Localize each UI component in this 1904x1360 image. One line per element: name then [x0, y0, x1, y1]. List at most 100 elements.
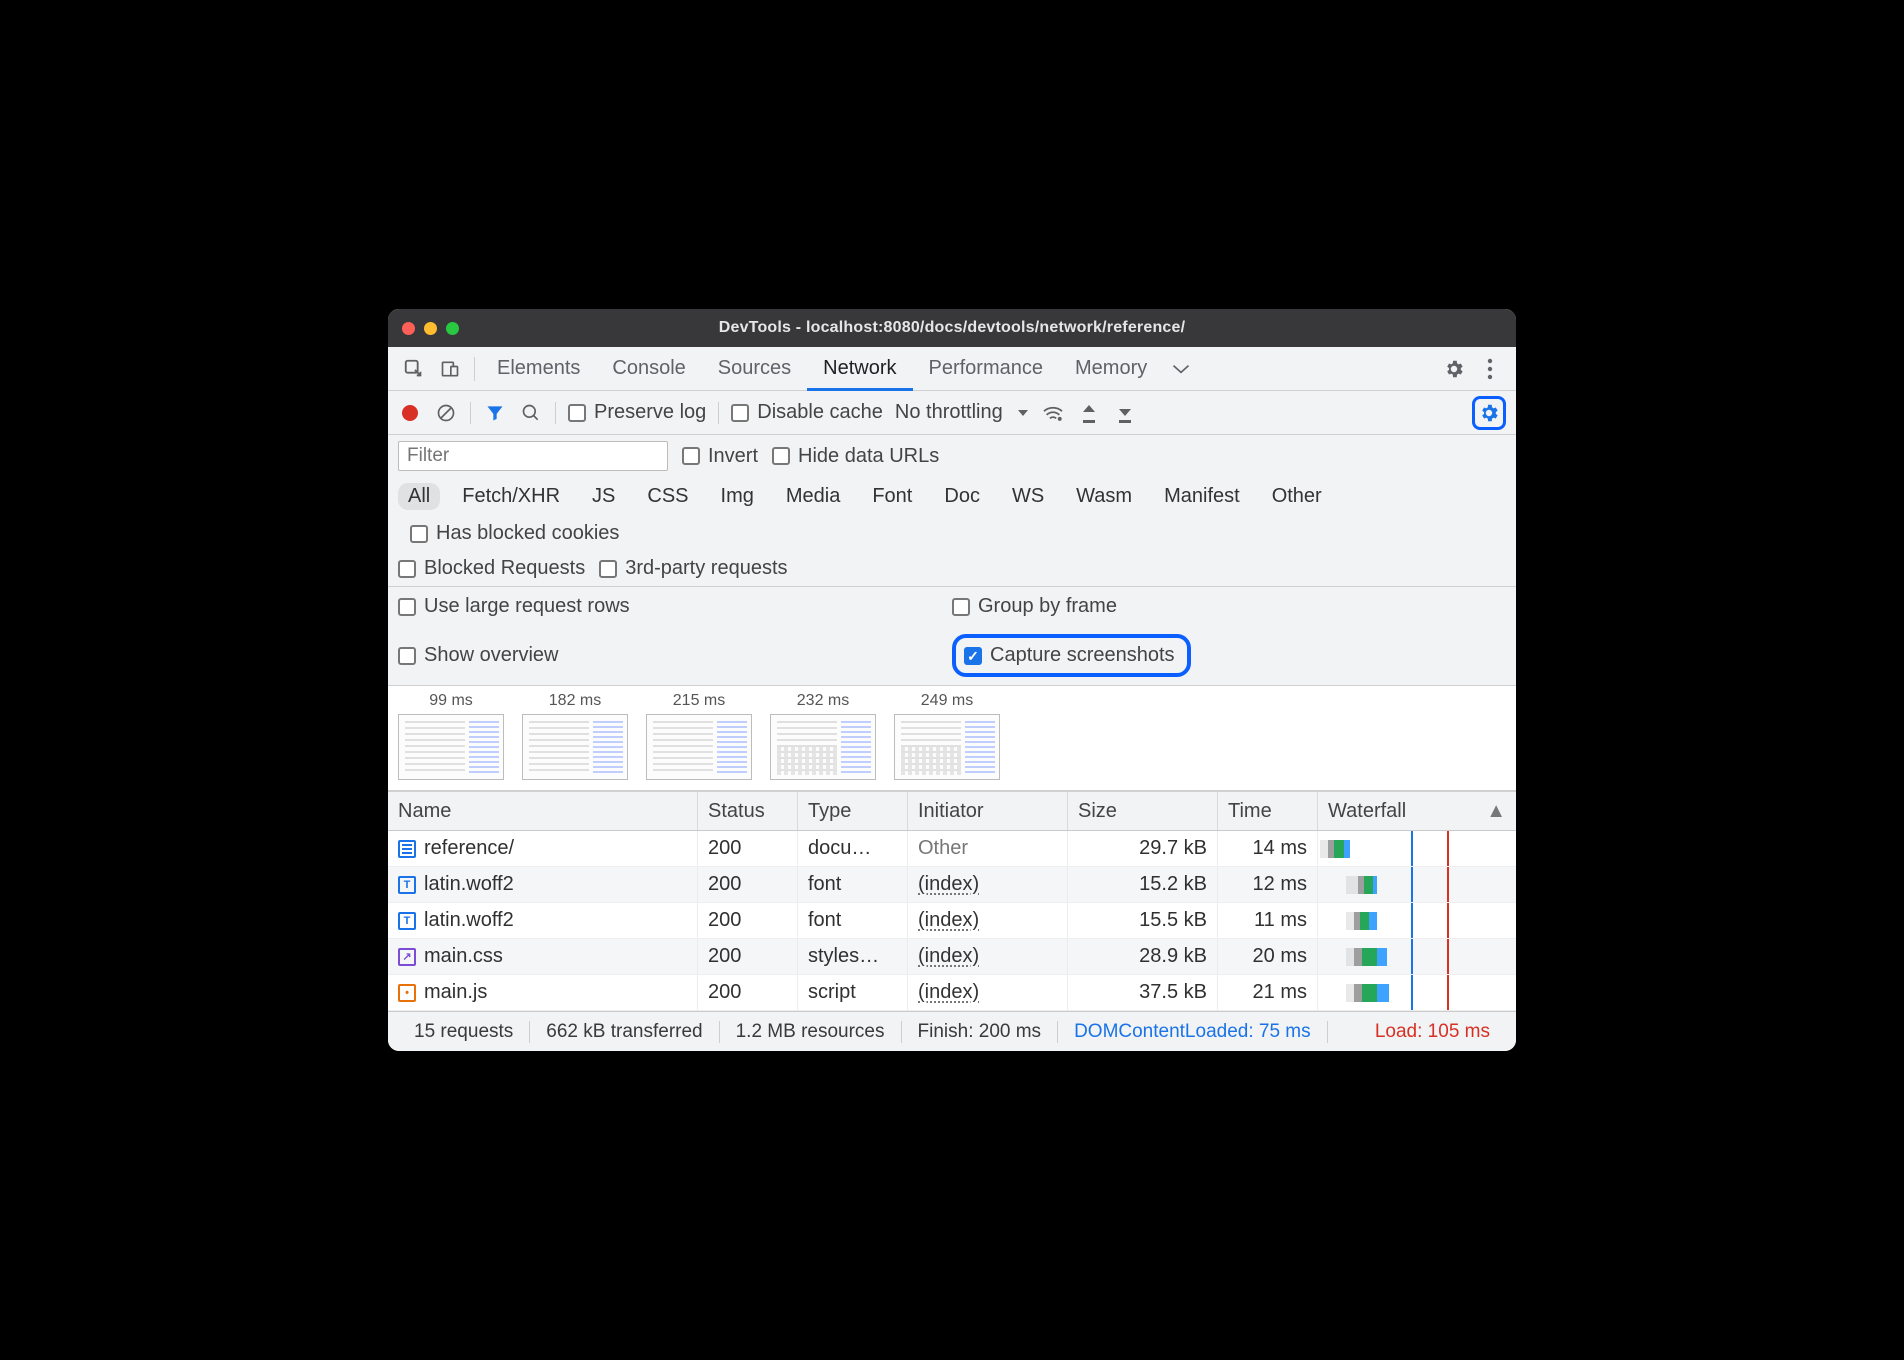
filmstrip-frame[interactable]: 249 ms [894, 692, 1000, 780]
filter-type-all[interactable]: All [398, 483, 440, 510]
col-time[interactable]: Time [1218, 792, 1318, 830]
table-row[interactable]: Tlatin.woff2200font(index)15.5 kB11 ms [388, 903, 1516, 939]
filmstrip-thumbnail [894, 714, 1000, 780]
table-row[interactable]: reference/200docu…Other29.7 kB14 ms [388, 831, 1516, 867]
filmstrip-frame[interactable]: 232 ms [770, 692, 876, 780]
cell-time: 20 ms [1218, 939, 1318, 974]
cell-waterfall [1318, 975, 1516, 1010]
cell-waterfall [1318, 867, 1516, 902]
sort-indicator-icon: ▲ [1486, 800, 1506, 823]
initiator-link[interactable]: (index) [918, 909, 979, 932]
status-finish: Finish: 200 ms [902, 1021, 1059, 1043]
network-conditions-icon[interactable] [1041, 401, 1065, 425]
col-initiator[interactable]: Initiator [908, 792, 1068, 830]
table-row[interactable]: ↗main.css200styles…(index)28.9 kB20 ms [388, 939, 1516, 975]
capture-screenshots-checkbox[interactable]: Capture screenshots [964, 644, 1175, 667]
filter-type-font[interactable]: Font [862, 483, 922, 510]
blocked-requests-checkbox[interactable]: Blocked Requests [398, 557, 585, 580]
filter-type-wasm[interactable]: Wasm [1066, 483, 1142, 510]
status-transferred: 662 kB transferred [530, 1021, 719, 1043]
request-name: latin.woff2 [424, 909, 514, 932]
cell-type: styles… [798, 939, 908, 974]
filmstrip-thumbnail [646, 714, 752, 780]
tab-memory[interactable]: Memory [1059, 347, 1163, 391]
col-size[interactable]: Size [1068, 792, 1218, 830]
cell-size: 28.9 kB [1068, 939, 1218, 974]
table-row[interactable]: •main.js200script(index)37.5 kB21 ms [388, 975, 1516, 1011]
filmstrip-frame[interactable]: 215 ms [646, 692, 752, 780]
initiator-link[interactable]: (index) [918, 873, 979, 896]
filters-panel: Invert Hide data URLs All Fetch/XHR JS CSS I… [388, 435, 1516, 587]
chevron-down-icon [1017, 407, 1029, 419]
cell-waterfall [1318, 903, 1516, 938]
third-party-checkbox[interactable]: 3rd-party requests [599, 557, 787, 580]
disable-cache-checkbox[interactable]: Disable cache [731, 401, 883, 424]
more-tabs-icon[interactable] [1171, 362, 1191, 376]
preserve-log-checkbox[interactable]: Preserve log [568, 401, 706, 424]
filter-type-doc[interactable]: Doc [934, 483, 990, 510]
file-type-icon: T [398, 912, 416, 930]
group-by-frame-checkbox[interactable]: Group by frame [952, 595, 1117, 618]
cell-waterfall [1318, 831, 1516, 866]
tab-elements[interactable]: Elements [481, 347, 596, 391]
throttling-select[interactable]: No throttling [895, 401, 1029, 424]
capture-screenshots-highlight: Capture screenshots [952, 634, 1191, 677]
filter-type-fetch-xhr[interactable]: Fetch/XHR [452, 483, 570, 510]
kebab-menu-icon[interactable] [1472, 358, 1508, 380]
filter-type-manifest[interactable]: Manifest [1154, 483, 1250, 510]
filmstrip: 99 ms 182 ms215 ms232 ms249 ms [388, 686, 1516, 791]
filmstrip-frame[interactable]: 182 ms [522, 692, 628, 780]
tab-network[interactable]: Network [807, 347, 912, 391]
filter-type-media[interactable]: Media [776, 483, 850, 510]
clear-icon[interactable] [434, 401, 458, 425]
table-row[interactable]: Tlatin.woff2200font(index)15.2 kB12 ms [388, 867, 1516, 903]
col-waterfall[interactable]: Waterfall▲ [1318, 792, 1516, 830]
tab-performance[interactable]: Performance [913, 347, 1060, 391]
filter-input[interactable] [398, 441, 668, 471]
hide-data-urls-checkbox[interactable]: Hide data URLs [772, 445, 939, 468]
has-blocked-cookies-checkbox[interactable]: Has blocked cookies [410, 522, 619, 545]
tab-console[interactable]: Console [596, 347, 701, 391]
show-overview-checkbox[interactable]: Show overview [398, 644, 559, 667]
request-name: latin.woff2 [424, 873, 514, 896]
record-icon[interactable] [398, 401, 422, 425]
filmstrip-thumbnail [522, 714, 628, 780]
upload-har-icon[interactable] [1077, 401, 1101, 425]
network-settings-toggle[interactable] [1472, 396, 1506, 430]
cell-type: script [798, 975, 908, 1010]
request-name: main.css [424, 945, 503, 968]
devtools-window: DevTools - localhost:8080/docs/devtools/… [387, 308, 1517, 1052]
col-name[interactable]: Name [388, 792, 698, 830]
network-settings-panel: Use large request rows Group by frame Sh… [388, 587, 1516, 686]
panel-tabstrip: ElementsConsoleSourcesNetworkPerformance… [388, 347, 1516, 391]
filter-type-ws[interactable]: WS [1002, 483, 1054, 510]
filmstrip-time-label: 99 ms [429, 692, 473, 710]
filter-type-js[interactable]: JS [582, 483, 625, 510]
filter-type-img[interactable]: Img [711, 483, 764, 510]
filter-funnel-icon[interactable] [483, 401, 507, 425]
request-name: main.js [424, 981, 487, 1004]
window-title: DevTools - localhost:8080/docs/devtools/… [388, 319, 1516, 337]
col-type[interactable]: Type [798, 792, 908, 830]
filter-type-css[interactable]: CSS [637, 483, 698, 510]
settings-gear-icon[interactable] [1436, 358, 1472, 380]
col-status[interactable]: Status [698, 792, 798, 830]
initiator-link[interactable]: (index) [918, 981, 979, 1004]
filmstrip-frame[interactable]: 99 ms [398, 692, 504, 780]
filmstrip-thumbnail [770, 714, 876, 780]
cell-time: 12 ms [1218, 867, 1318, 902]
search-icon[interactable] [519, 401, 543, 425]
status-requests: 15 requests [398, 1021, 530, 1043]
status-resources: 1.2 MB resources [720, 1021, 902, 1043]
file-type-icon: • [398, 984, 416, 1002]
filter-type-other[interactable]: Other [1262, 483, 1332, 510]
invert-checkbox[interactable]: Invert [682, 445, 758, 468]
initiator-link[interactable]: (index) [918, 945, 979, 968]
device-toolbar-icon[interactable] [432, 359, 468, 379]
download-har-icon[interactable] [1113, 401, 1137, 425]
tab-sources[interactable]: Sources [702, 347, 807, 391]
inspect-element-icon[interactable] [396, 358, 432, 380]
large-rows-checkbox[interactable]: Use large request rows [398, 595, 630, 618]
cell-time: 21 ms [1218, 975, 1318, 1010]
status-bar: 15 requests 662 kB transferred 1.2 MB re… [388, 1011, 1516, 1051]
